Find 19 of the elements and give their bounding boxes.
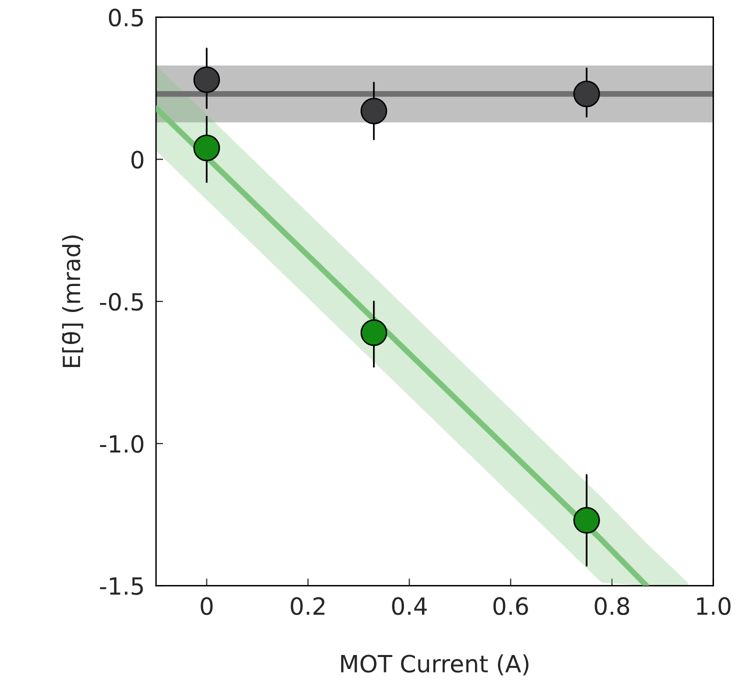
point — [193, 66, 220, 94]
y-tick-label: -1.5 — [100, 577, 143, 595]
x-tick-label: 1.0 — [697, 597, 730, 616]
point — [360, 98, 388, 124]
x-tick-label: 0.4 — [392, 597, 427, 616]
x-tick-label: 0.6 — [493, 597, 528, 616]
y-tick-label: -0.5 — [100, 292, 143, 311]
y-tick-label: 0 — [131, 150, 144, 169]
x-axis-title: MOT Current (A) — [341, 654, 528, 676]
point — [360, 319, 388, 346]
x-tick-label: 0 — [200, 597, 213, 616]
y-tick-label: 0.5 — [108, 8, 143, 27]
y-axis-title: E[θ̄] (mrad) — [62, 236, 84, 368]
point — [193, 134, 220, 162]
point — [573, 506, 600, 534]
x-tick-label: 0.2 — [290, 597, 324, 616]
y-tick-label: -1.0 — [100, 434, 144, 453]
point — [573, 80, 600, 108]
x-tick-label: 0.8 — [594, 597, 630, 616]
